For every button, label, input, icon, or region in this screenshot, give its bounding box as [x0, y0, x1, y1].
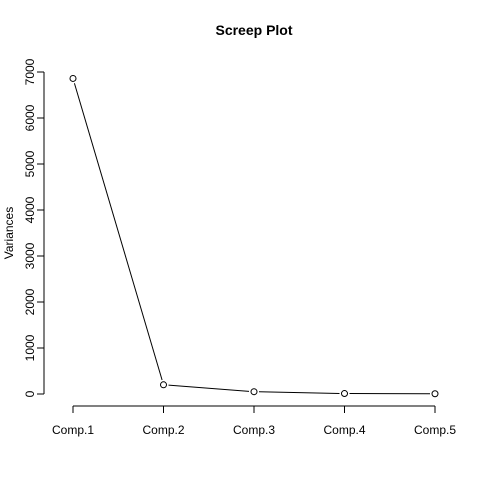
series-segment: [168, 384, 250, 392]
data-point: [341, 390, 348, 398]
y-tick-label: 1000: [23, 334, 37, 361]
y-tick-label: 2000: [23, 288, 37, 315]
data-point: [431, 390, 439, 398]
y-tick-label: 3000: [23, 242, 37, 269]
x-tick-label: Comp.4: [323, 423, 365, 437]
data-point: [69, 74, 77, 82]
x-tick-label: Comp.3: [233, 423, 275, 437]
y-axis: 0 1000 2000 3000 4000 5000 6000 7000: [23, 58, 45, 397]
y-tick-label: 6000: [23, 104, 37, 131]
y-axis-label: Variances: [2, 207, 16, 259]
y-tick-label: 5000: [23, 150, 37, 177]
series-segment: [73, 83, 163, 381]
data-point: [160, 381, 167, 389]
y-tick-label: 4000: [23, 196, 37, 223]
series-segment: [258, 391, 340, 394]
y-tick-label: 7000: [23, 58, 37, 85]
data-point: [250, 388, 258, 396]
x-axis: Comp.1 Comp.2 Comp.3 Comp.4 Comp.5: [52, 405, 456, 437]
y-tick-label: 0: [23, 390, 37, 397]
x-tick-label: Comp.2: [142, 423, 184, 437]
variance-series: [69, 74, 439, 398]
x-tick-label: Comp.1: [52, 423, 94, 437]
x-tick-label: Comp.5: [414, 423, 456, 437]
chart-title: Screep Plot: [215, 22, 292, 38]
